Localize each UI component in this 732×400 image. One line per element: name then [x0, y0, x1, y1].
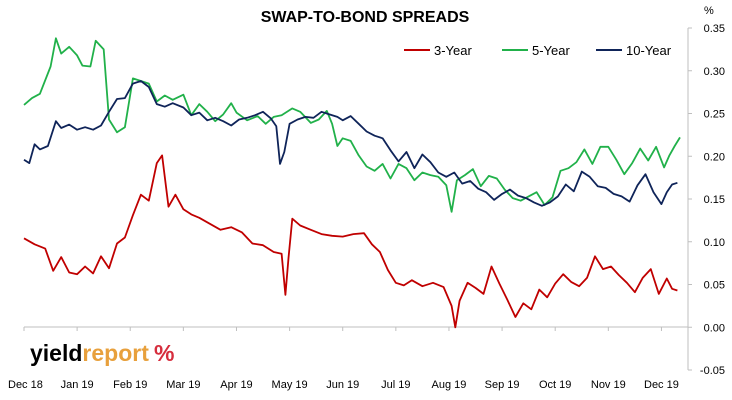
x-tick-label: Jul 19 — [381, 379, 410, 391]
y-axis-ticks: 0.35 0.30 0.25 0.20 0.15 0.10 0.05 0.00 -0.05 — [688, 23, 725, 377]
chart-title: SWAP-TO-BOND SPREADS — [261, 9, 470, 26]
x-tick-label: Sep 19 — [485, 379, 520, 391]
x-tick-label: Aug 19 — [432, 379, 467, 391]
y-tick-label: 0.00 — [704, 322, 725, 334]
y-tick-label: 0.20 — [704, 151, 725, 163]
y-axis-unit-label: % — [704, 5, 714, 17]
x-tick-label: Dec 18 — [8, 379, 43, 391]
x-tick-label: Jun 19 — [326, 379, 359, 391]
legend-label-5-year: 5-Year — [532, 43, 570, 58]
x-tick-label: May 19 — [272, 379, 308, 391]
legend-label-3-year: 3-Year — [434, 43, 472, 58]
y-tick-label: 0.35 — [704, 23, 725, 35]
yieldreport-logo: yieldreport % — [30, 340, 174, 366]
series-line-10-year — [23, 80, 678, 207]
series-line-3-year — [23, 154, 678, 329]
y-tick-label: 0.15 — [704, 194, 725, 206]
y-tick-label: 0.30 — [704, 66, 725, 78]
y-tick-label: -0.05 — [700, 365, 725, 377]
x-tick-label: Mar 19 — [166, 379, 200, 391]
x-tick-label: Feb 19 — [113, 379, 147, 391]
x-tick-label: Jan 19 — [61, 379, 94, 391]
x-axis-ticks: Dec 18 Jan 19 Feb 19 Mar 19 Apr 19 May 19 Jun … — [8, 327, 679, 391]
x-tick-label: Nov 19 — [591, 379, 626, 391]
y-tick-label: 0.05 — [704, 280, 725, 292]
x-tick-label: Apr 19 — [220, 379, 252, 391]
y-tick-label: 0.25 — [704, 109, 725, 121]
series-line-5-year — [23, 37, 681, 213]
x-tick-label: Oct 19 — [539, 379, 571, 391]
legend-label-10-year: 10-Year — [626, 43, 672, 58]
logo-word-report: report — [82, 340, 149, 366]
x-tick-label: Dec 19 — [644, 379, 679, 391]
series-lines — [23, 37, 681, 329]
logo-word-yield: yield — [30, 340, 82, 366]
legend: 3-Year 5-Year 10-Year — [404, 43, 672, 58]
logo-percent-symbol: % — [154, 340, 174, 366]
svg-text:yieldreport: yieldreport — [30, 340, 149, 366]
y-tick-label: 0.10 — [704, 237, 725, 249]
